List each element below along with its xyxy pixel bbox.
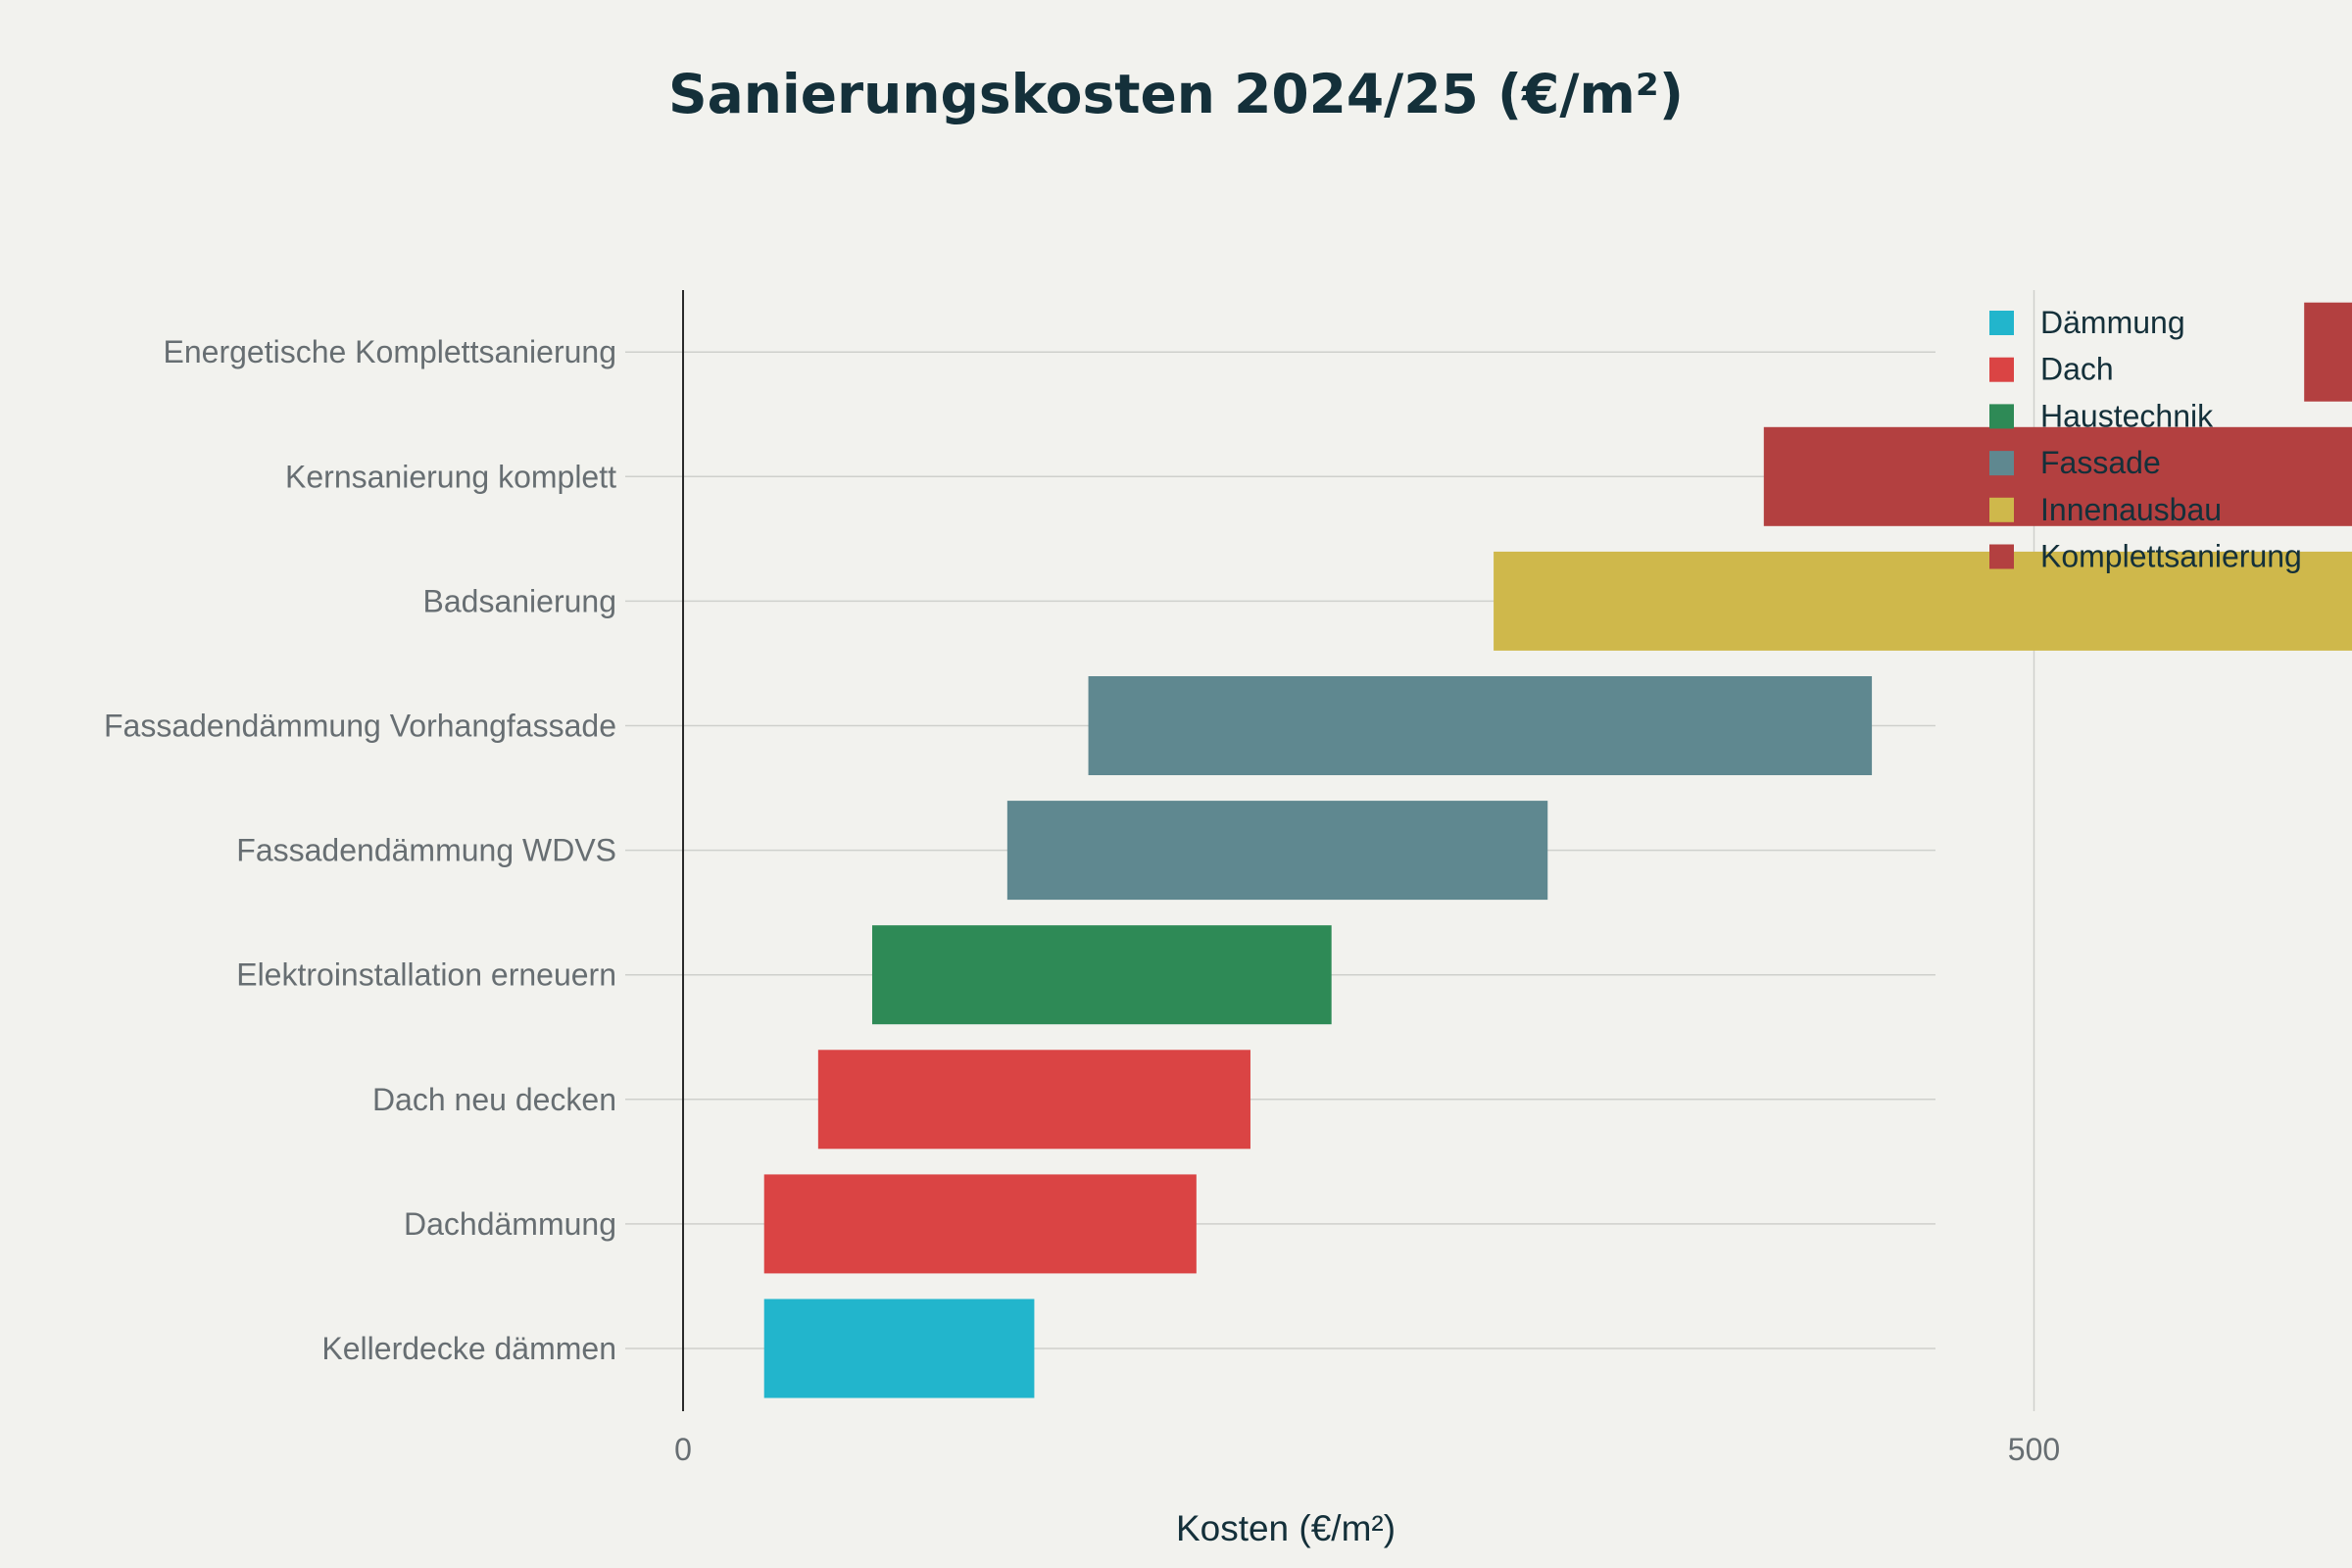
legend-swatch: [1989, 357, 2014, 382]
legend: Dämmung Dach Haustechnik Fassade Innenausbau…: [1989, 305, 2302, 574]
legend-swatch: [1989, 311, 2014, 335]
bar: [1494, 551, 2352, 651]
legend-label: Dämmung: [2040, 305, 2185, 340]
x-axis-title: Kosten (€/m²): [1176, 1508, 1396, 1548]
legend-label: Dach: [2040, 352, 2114, 387]
category-label: Kernsanierung komplett: [285, 459, 616, 494]
category-label: Dach neu decken: [372, 1082, 616, 1117]
chart-title: Sanierungskosten 2024/25 (€/m²): [668, 63, 1684, 125]
bar: [763, 1298, 1035, 1398]
bar: [763, 1174, 1197, 1274]
bar: [2304, 302, 2352, 402]
bar: [817, 1050, 1250, 1150]
legend-swatch: [1989, 404, 2014, 429]
x-tick-label: 500: [2008, 1432, 2060, 1467]
bar: [1088, 676, 1873, 775]
legend-label: Innenausbau: [2040, 492, 2222, 527]
legend-label: Fassade: [2040, 445, 2161, 480]
category-labels: Kellerdecke dämmen Dachdämmung Dach neu de…: [104, 334, 616, 1366]
x-tick-label: 0: [674, 1432, 692, 1467]
category-label: Dachdämmung: [404, 1206, 616, 1242]
legend-swatch: [1989, 451, 2014, 476]
legend-label: Komplettsanierung: [2040, 539, 2302, 574]
bar: [1763, 426, 2352, 526]
category-label: Fassadendämmung Vorhangfassade: [104, 709, 616, 744]
legend-swatch: [1989, 497, 2014, 522]
category-label: Energetische Komplettsanierung: [164, 334, 617, 369]
category-label: Kellerdecke dämmen: [321, 1331, 616, 1366]
bar: [871, 925, 1332, 1025]
category-label: Fassadendämmung WDVS: [236, 833, 616, 868]
legend-label: Haustechnik: [2040, 398, 2214, 433]
category-label: Elektroinstallation erneuern: [236, 957, 616, 993]
bar: [1006, 801, 1548, 901]
legend-swatch: [1989, 544, 2014, 569]
category-label: Badsanierung: [423, 583, 616, 618]
x-tick-labels: 0500100015002000: [674, 1432, 2060, 1467]
bar-layer: [763, 302, 2352, 1398]
